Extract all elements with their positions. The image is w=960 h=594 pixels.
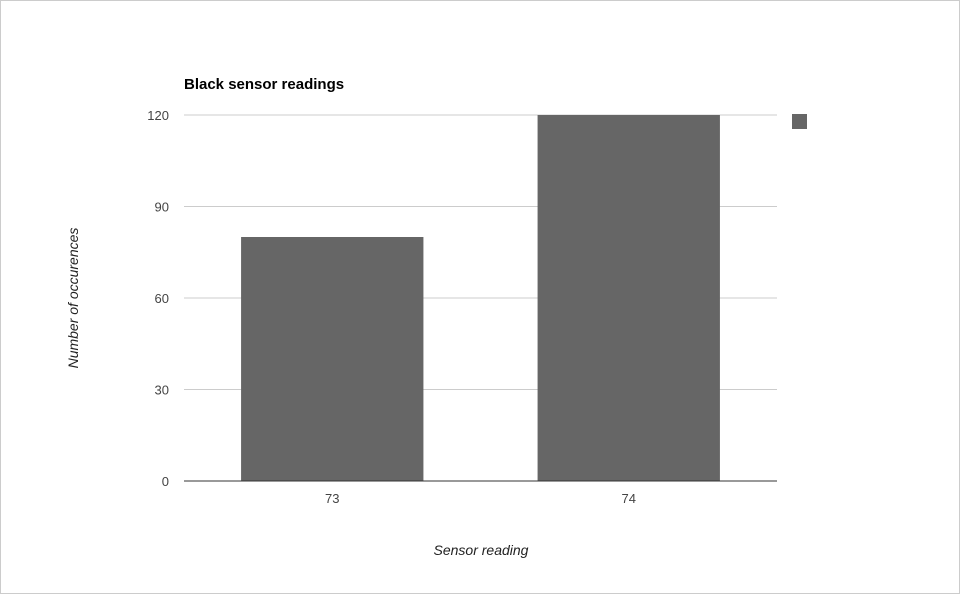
bar-73	[241, 237, 424, 481]
y-axis-tick-labels: 0 30 60 90 120	[147, 108, 169, 489]
chart-title: Black sensor readings	[184, 76, 344, 93]
y-tick-label: 90	[155, 200, 169, 215]
x-axis-tick-labels: 73 74	[325, 491, 636, 506]
x-tick-label: 73	[325, 491, 339, 506]
y-axis-label: Number of occurences	[65, 228, 81, 369]
x-axis-label: Sensor reading	[434, 542, 529, 558]
y-tick-label: 60	[155, 291, 169, 306]
legend-swatch	[792, 114, 807, 129]
y-tick-label: 120	[147, 108, 169, 123]
bar-74	[537, 115, 720, 481]
x-tick-label: 74	[622, 491, 636, 506]
bars	[241, 115, 720, 481]
y-tick-label: 0	[162, 474, 169, 489]
y-tick-label: 30	[155, 383, 169, 398]
